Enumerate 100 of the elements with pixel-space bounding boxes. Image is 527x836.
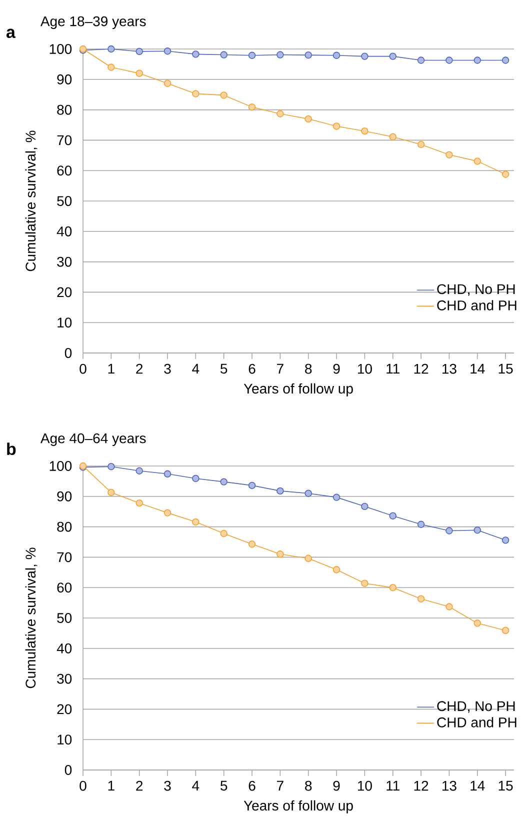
x-tick-label: 3: [164, 364, 171, 374]
chart-title: Age 18–39 years: [40, 16, 146, 30]
y-tick-label: 80: [57, 522, 72, 532]
y-tick-label: 50: [57, 196, 72, 206]
x-tick-label: 7: [277, 364, 284, 374]
point: [332, 122, 340, 130]
point: [332, 494, 340, 501]
point: [220, 530, 228, 538]
x-tick-label: 12: [414, 364, 428, 374]
x-tick-label: 4: [192, 364, 200, 374]
x-tick-label: 8: [305, 364, 312, 374]
x-tick-label: 5: [220, 780, 228, 791]
point: [220, 478, 228, 486]
x-tick-label: 4: [192, 780, 200, 790]
x-tick-label: 14: [470, 780, 485, 790]
point: [474, 158, 481, 165]
x-axis-title: Years of follow up: [244, 383, 353, 396]
point: [502, 626, 510, 634]
x-tick-label: 5: [220, 364, 228, 374]
x-tick-label: 13: [442, 780, 456, 791]
chart-title: Age 40–64 years: [40, 433, 146, 446]
point: [276, 550, 284, 558]
x-axis-title: Years of follow up: [244, 800, 353, 814]
y-tick-label: 100: [50, 461, 72, 471]
y-tick-label: 20: [57, 704, 72, 714]
point: [361, 127, 368, 135]
point: [136, 48, 143, 56]
point: [108, 64, 115, 71]
point: [164, 470, 172, 478]
text: a: [6, 28, 16, 38]
point: [220, 51, 228, 58]
point: [164, 509, 172, 516]
point: [389, 512, 396, 520]
point: [446, 56, 453, 64]
y-tick-label: 10: [58, 318, 72, 328]
y-tick-label: 40: [56, 643, 72, 654]
point: [332, 52, 340, 59]
y-tick-label: 50: [57, 613, 72, 623]
x-tick-label: 12: [414, 780, 428, 791]
point: [417, 595, 425, 602]
y-tick-label: 20: [57, 287, 72, 298]
point: [164, 48, 172, 55]
x-tick-label: 8: [305, 780, 312, 791]
point: [192, 90, 200, 98]
point: [361, 52, 368, 60]
x-tick-label: 14: [470, 364, 485, 374]
point: [276, 110, 284, 118]
y-tick-label: 10: [58, 734, 72, 745]
x-tick-label: 1: [108, 364, 114, 374]
point: [417, 56, 425, 64]
x-tick-label: 15: [498, 780, 513, 791]
legend-label: CHD and PH: [437, 300, 516, 310]
y-tick-label: 30: [57, 674, 72, 684]
point: [136, 70, 143, 77]
point: [276, 51, 284, 58]
x-tick-label: 6: [248, 780, 256, 791]
point: [304, 51, 312, 59]
y-tick-label: 70: [57, 135, 72, 146]
point: [248, 52, 256, 59]
x-tick-label: 2: [136, 364, 143, 374]
x-tick-label: 13: [442, 364, 456, 374]
x-tick-label: 15: [498, 364, 513, 374]
point: [304, 554, 312, 562]
point: [304, 115, 312, 123]
y-tick-label: 0: [64, 765, 72, 775]
x-tick-label: 9: [333, 364, 340, 374]
point: [361, 502, 368, 510]
x-tick-label: 0: [80, 364, 86, 374]
x-tick-label: 11: [386, 364, 400, 374]
legend-label: CHD, No PH: [437, 701, 515, 713]
point: [361, 580, 368, 587]
x-tick-label: 10: [358, 780, 372, 791]
point: [248, 540, 256, 548]
point: [389, 52, 396, 60]
point: [136, 499, 143, 507]
point: [332, 566, 340, 574]
point: [389, 133, 396, 140]
point: [502, 536, 510, 544]
y-tick-label: 80: [57, 104, 72, 115]
point: [192, 50, 200, 58]
point: [502, 56, 510, 64]
point: [192, 518, 200, 526]
point: [446, 603, 453, 610]
legend-label: CHD, No PH: [437, 284, 515, 296]
point: [276, 487, 284, 495]
x-tick-label: 2: [136, 780, 143, 791]
y-tick-label: 90: [57, 491, 72, 502]
point: [389, 584, 396, 592]
point: [248, 103, 256, 111]
y-tick-label: 0: [64, 348, 72, 358]
y-tick-label: 100: [50, 44, 72, 54]
y-tick-label: 40: [56, 226, 72, 236]
y-tick-label: 60: [57, 582, 72, 593]
y-tick-label: 90: [57, 74, 72, 84]
text: b: [7, 442, 16, 456]
y-tick-label: 70: [57, 552, 72, 562]
x-tick-label: 3: [164, 780, 171, 791]
x-tick-label: 10: [358, 364, 372, 374]
point: [136, 467, 143, 474]
point: [417, 520, 425, 528]
